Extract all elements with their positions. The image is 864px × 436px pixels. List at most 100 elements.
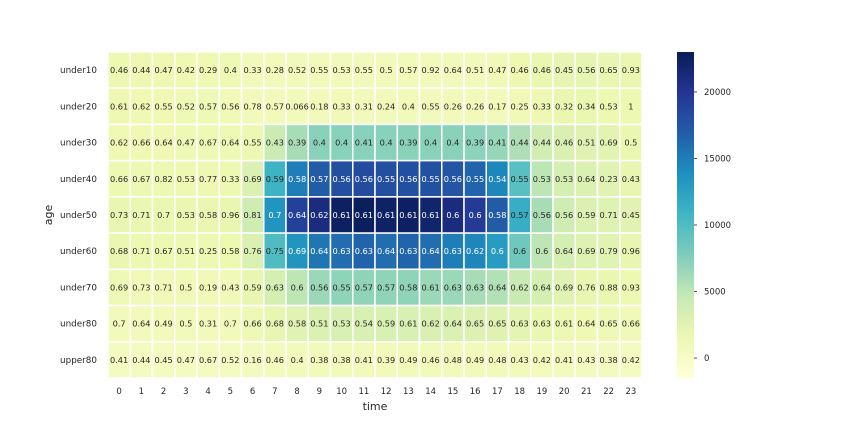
colorbar-tick-label: 0 [704,354,709,364]
x-tick-label: 3 [183,387,188,397]
cell-annotation: 0.19 [199,282,217,292]
x-tick-label: 0 [116,387,121,397]
cell-annotation: 0.39 [288,138,306,148]
cell-annotation: 0.63 [399,246,417,256]
cell-annotation: 0.6 [469,210,482,220]
cell-annotation: 0.62 [110,138,128,148]
cell-annotation: 0.43 [577,355,595,365]
cell-annotation: 0.56 [221,101,239,111]
cell-annotation: 0.57 [355,282,373,292]
cell-annotation: 0.69 [244,174,262,184]
cell-annotation: 0.6 [535,246,548,256]
cell-annotation: 0.64 [577,174,595,184]
cell-annotation: 0.78 [244,101,262,111]
cell-annotation: 0.62 [511,282,529,292]
cell-annotation: 0.73 [110,210,128,220]
cell-annotation: 0.46 [555,138,573,148]
cell-annotation: 0.33 [333,101,351,111]
cell-annotation: 0.43 [511,355,529,365]
cell-annotation: 0.7 [113,319,126,329]
heatmap-cell-labels: 0.46 0.44 0.47 0.42 0.29 0.4 0.33 0.28 0.52 0.55 0… [110,65,640,365]
x-tick-label: 16 [470,387,481,397]
y-tick-label: under10 [60,66,97,76]
cell-annotation: 0.55 [333,282,351,292]
cell-annotation: 0.33 [244,65,262,75]
cell-annotation: 0.67 [155,246,173,256]
cell-annotation: 0.71 [155,282,173,292]
cell-annotation: 0.93 [622,282,640,292]
cell-annotation: 0.63 [466,282,484,292]
cell-annotation: 0.25 [511,101,529,111]
x-tick-label: 17 [492,387,503,397]
cell-annotation: 0.5 [179,319,192,329]
cell-annotation: 0.69 [600,138,618,148]
cell-annotation: 0.56 [533,210,551,220]
cell-annotation: 0.65 [466,319,484,329]
x-tick-label: 19 [536,387,547,397]
cell-annotation: 0.68 [110,246,128,256]
cell-annotation: 0.44 [132,65,150,75]
cell-annotation: 0.61 [377,210,395,220]
cell-annotation: 0.64 [310,246,328,256]
cell-annotation: 0.62 [422,319,440,329]
cell-annotation: 0.71 [132,246,150,256]
cell-annotation: 0.63 [444,246,462,256]
cell-annotation: 0.51 [577,138,595,148]
cell-annotation: 0.31 [199,319,217,329]
cell-annotation: 0.51 [310,319,328,329]
cell-annotation: 0.63 [533,319,551,329]
cell-annotation: 0.59 [244,282,262,292]
cell-annotation: 0.61 [355,210,373,220]
cell-annotation: 0.63 [444,282,462,292]
cell-annotation: 0.69 [288,246,306,256]
cell-annotation: 0.4 [402,101,415,111]
cell-annotation: 0.5 [624,138,637,148]
cell-annotation: 0.76 [577,282,595,292]
cell-annotation: 0.64 [488,282,506,292]
cell-annotation: 0.56 [355,174,373,184]
cell-annotation: 0.5 [380,65,393,75]
cell-annotation: 0.43 [266,138,284,148]
cell-annotation: 0.54 [488,174,506,184]
colorbar-tick-label: 15000 [704,154,731,164]
cell-annotation: 0.56 [577,65,595,75]
cell-annotation: 0.43 [221,282,239,292]
cell-annotation: 0.43 [622,174,640,184]
cell-annotation: 0.38 [333,355,351,365]
x-tick-label: 7 [272,387,277,397]
x-tick-label: 14 [425,387,436,397]
cell-annotation: 0.31 [355,101,373,111]
cell-annotation: 0.7 [268,210,281,220]
cell-annotation: 0.58 [288,174,306,184]
cell-annotation: 0.33 [533,101,551,111]
x-tick-label: 5 [228,387,233,397]
cell-annotation: 0.41 [488,138,506,148]
cell-annotation: 0.41 [110,355,128,365]
cell-annotation: 0.46 [511,65,529,75]
cell-annotation: 0.53 [555,174,573,184]
cell-annotation: 0.57 [199,101,217,111]
cell-annotation: 0.066 [285,101,308,111]
cell-annotation: 0.45 [555,65,573,75]
cell-annotation: 0.62 [132,101,150,111]
cell-annotation: 0.24 [377,101,395,111]
cell-annotation: 0.47 [488,65,506,75]
y-tick-label: under50 [60,211,97,221]
cell-annotation: 0.56 [310,282,328,292]
cell-annotation: 0.46 [422,355,440,365]
cell-annotation: 0.55 [466,174,484,184]
cell-annotation: 0.63 [333,246,351,256]
cell-annotation: 0.52 [177,101,195,111]
cell-annotation: 0.61 [333,210,351,220]
cell-annotation: 0.76 [244,246,262,256]
cell-annotation: 0.79 [600,246,618,256]
cell-annotation: 0.61 [422,210,440,220]
cell-annotation: 0.57 [399,65,417,75]
cell-annotation: 0.46 [533,65,551,75]
cell-annotation: 0.44 [511,138,529,148]
cell-annotation: 0.67 [199,138,217,148]
cell-annotation: 0.4 [291,355,304,365]
cell-annotation: 0.61 [399,319,417,329]
cell-annotation: 0.28 [266,65,284,75]
